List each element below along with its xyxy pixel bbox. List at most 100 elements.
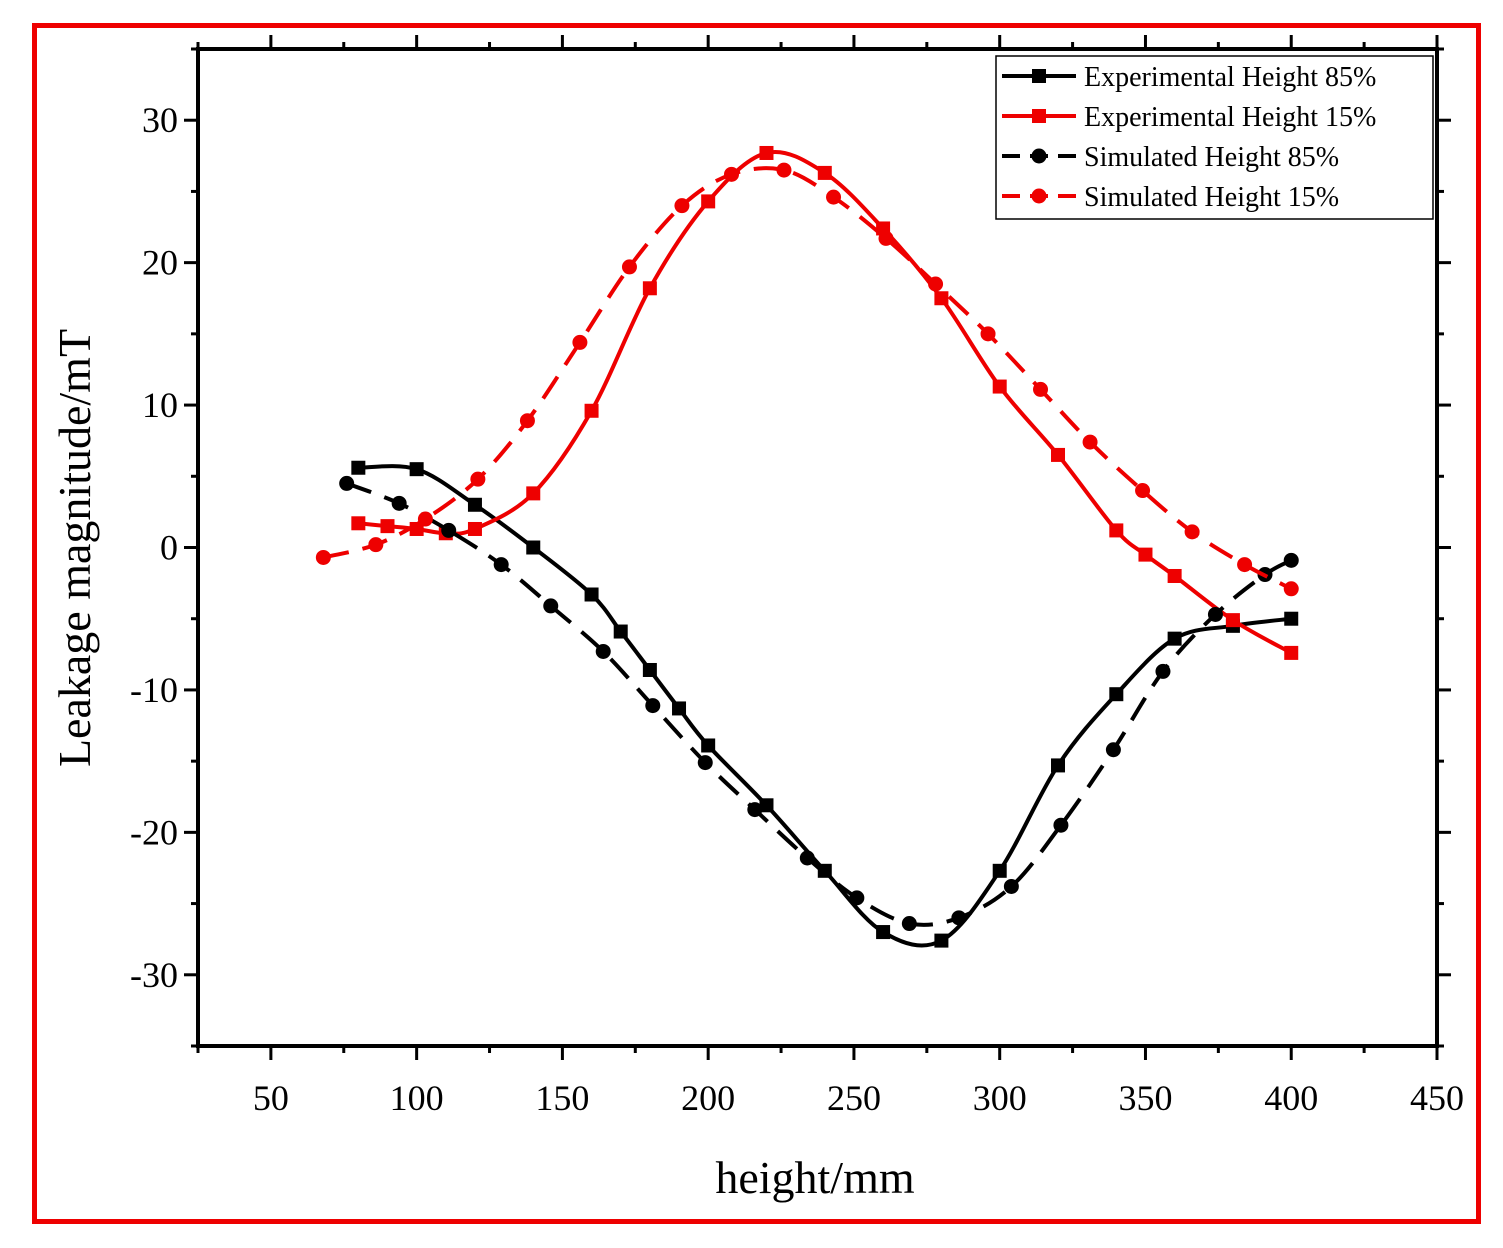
- data-point: [645, 698, 661, 714]
- series-3: [315, 162, 1299, 597]
- data-point: [1155, 663, 1171, 679]
- legend-label: Simulated Height 15%: [1084, 182, 1339, 213]
- x-tick-label: 150: [535, 1078, 589, 1118]
- legend-item: Experimental Height 85%: [1002, 62, 1376, 93]
- legend-label: Experimental Height 85%: [1084, 62, 1376, 93]
- data-point: [928, 276, 944, 292]
- data-point: [1135, 483, 1151, 499]
- data-point: [315, 549, 331, 565]
- data-point: [992, 863, 1007, 878]
- data-point: [1105, 742, 1121, 758]
- y-axis-title: Leakage magnitude/mT: [49, 329, 100, 767]
- data-point: [391, 495, 407, 511]
- data-point: [1283, 581, 1299, 597]
- y-tick-label: 10: [142, 385, 178, 425]
- data-point: [674, 198, 690, 214]
- data-point: [642, 662, 657, 677]
- data-point: [934, 933, 949, 948]
- data-point: [759, 798, 774, 813]
- data-point: [526, 486, 541, 501]
- data-point: [759, 145, 774, 160]
- data-point: [1003, 878, 1019, 894]
- x-tick-label: 100: [390, 1078, 444, 1118]
- x-tick-label: 250: [827, 1078, 881, 1118]
- series-line: [358, 149, 1293, 655]
- y-tick-label: -20: [130, 812, 178, 852]
- data-point: [747, 802, 763, 818]
- data-point: [1053, 817, 1069, 833]
- y-tick-label: 20: [142, 243, 178, 283]
- data-point: [934, 291, 949, 306]
- data-point: [826, 189, 842, 205]
- x-axis-title: height/mm: [715, 1152, 915, 1203]
- data-point: [697, 755, 713, 771]
- data-point: [351, 460, 366, 475]
- data-point: [595, 643, 611, 659]
- legend-item: Experimental Height 15%: [1002, 102, 1376, 133]
- legend-marker: [1032, 69, 1046, 83]
- data-point: [1109, 687, 1124, 702]
- data-point: [351, 516, 366, 531]
- data-point: [1109, 523, 1124, 538]
- data-point: [1283, 552, 1299, 568]
- data-point: [519, 413, 535, 429]
- data-point: [441, 522, 457, 538]
- data-point: [467, 497, 482, 512]
- data-point: [417, 511, 433, 527]
- legend-marker: [1031, 148, 1047, 164]
- data-point: [584, 403, 599, 418]
- data-point: [368, 537, 384, 553]
- data-point: [701, 738, 716, 753]
- data-point: [980, 326, 996, 342]
- data-point: [1184, 524, 1200, 540]
- data-point: [1051, 447, 1066, 462]
- data-point: [776, 162, 792, 178]
- data-point: [1033, 381, 1049, 397]
- data-point: [992, 379, 1007, 394]
- legend-box: [995, 55, 1434, 220]
- data-point: [799, 850, 815, 866]
- data-point: [876, 925, 891, 940]
- figure-border: [32, 23, 1481, 1224]
- y-tick-label: 0: [160, 528, 178, 568]
- data-point: [621, 259, 637, 275]
- legend: Experimental Height 85% Experimental Heig…: [995, 55, 1434, 220]
- legend-label: Experimental Height 15%: [1084, 102, 1376, 133]
- y-tick-label: -30: [130, 955, 178, 995]
- data-point: [672, 701, 687, 716]
- data-point: [1138, 547, 1153, 562]
- legend-item: Simulated Height 85%: [1002, 142, 1339, 173]
- series-line: [345, 481, 1293, 927]
- data-point: [1207, 606, 1223, 622]
- x-tick-label: 200: [681, 1078, 735, 1118]
- x-tick-label: 450: [1410, 1078, 1464, 1118]
- data-point: [526, 540, 541, 555]
- data-point: [380, 519, 395, 534]
- data-point: [1167, 631, 1182, 646]
- data-point: [493, 557, 509, 573]
- data-point: [1051, 758, 1066, 773]
- data-point: [467, 521, 482, 536]
- x-tick-label: 350: [1118, 1078, 1172, 1118]
- legend-marker: [1031, 188, 1047, 204]
- data-point: [642, 281, 657, 296]
- data-point: [1167, 568, 1182, 583]
- data-point: [584, 587, 599, 602]
- data-point: [470, 471, 486, 487]
- series-line: [322, 166, 1293, 591]
- legend-label: Simulated Height 85%: [1084, 142, 1339, 173]
- data-point: [409, 462, 424, 477]
- y-tick-label: 30: [142, 100, 178, 140]
- legend-marker: [1032, 109, 1046, 123]
- x-tick-label: 300: [973, 1078, 1027, 1118]
- data-point: [339, 475, 355, 491]
- x-tick-label: 400: [1264, 1078, 1318, 1118]
- data-point: [701, 194, 716, 209]
- data-point: [1237, 557, 1253, 573]
- data-point: [1284, 645, 1299, 660]
- data-point: [901, 916, 917, 932]
- data-point: [613, 624, 628, 639]
- x-tick-label: 50: [253, 1078, 289, 1118]
- data-point: [723, 166, 739, 182]
- data-point: [878, 230, 894, 246]
